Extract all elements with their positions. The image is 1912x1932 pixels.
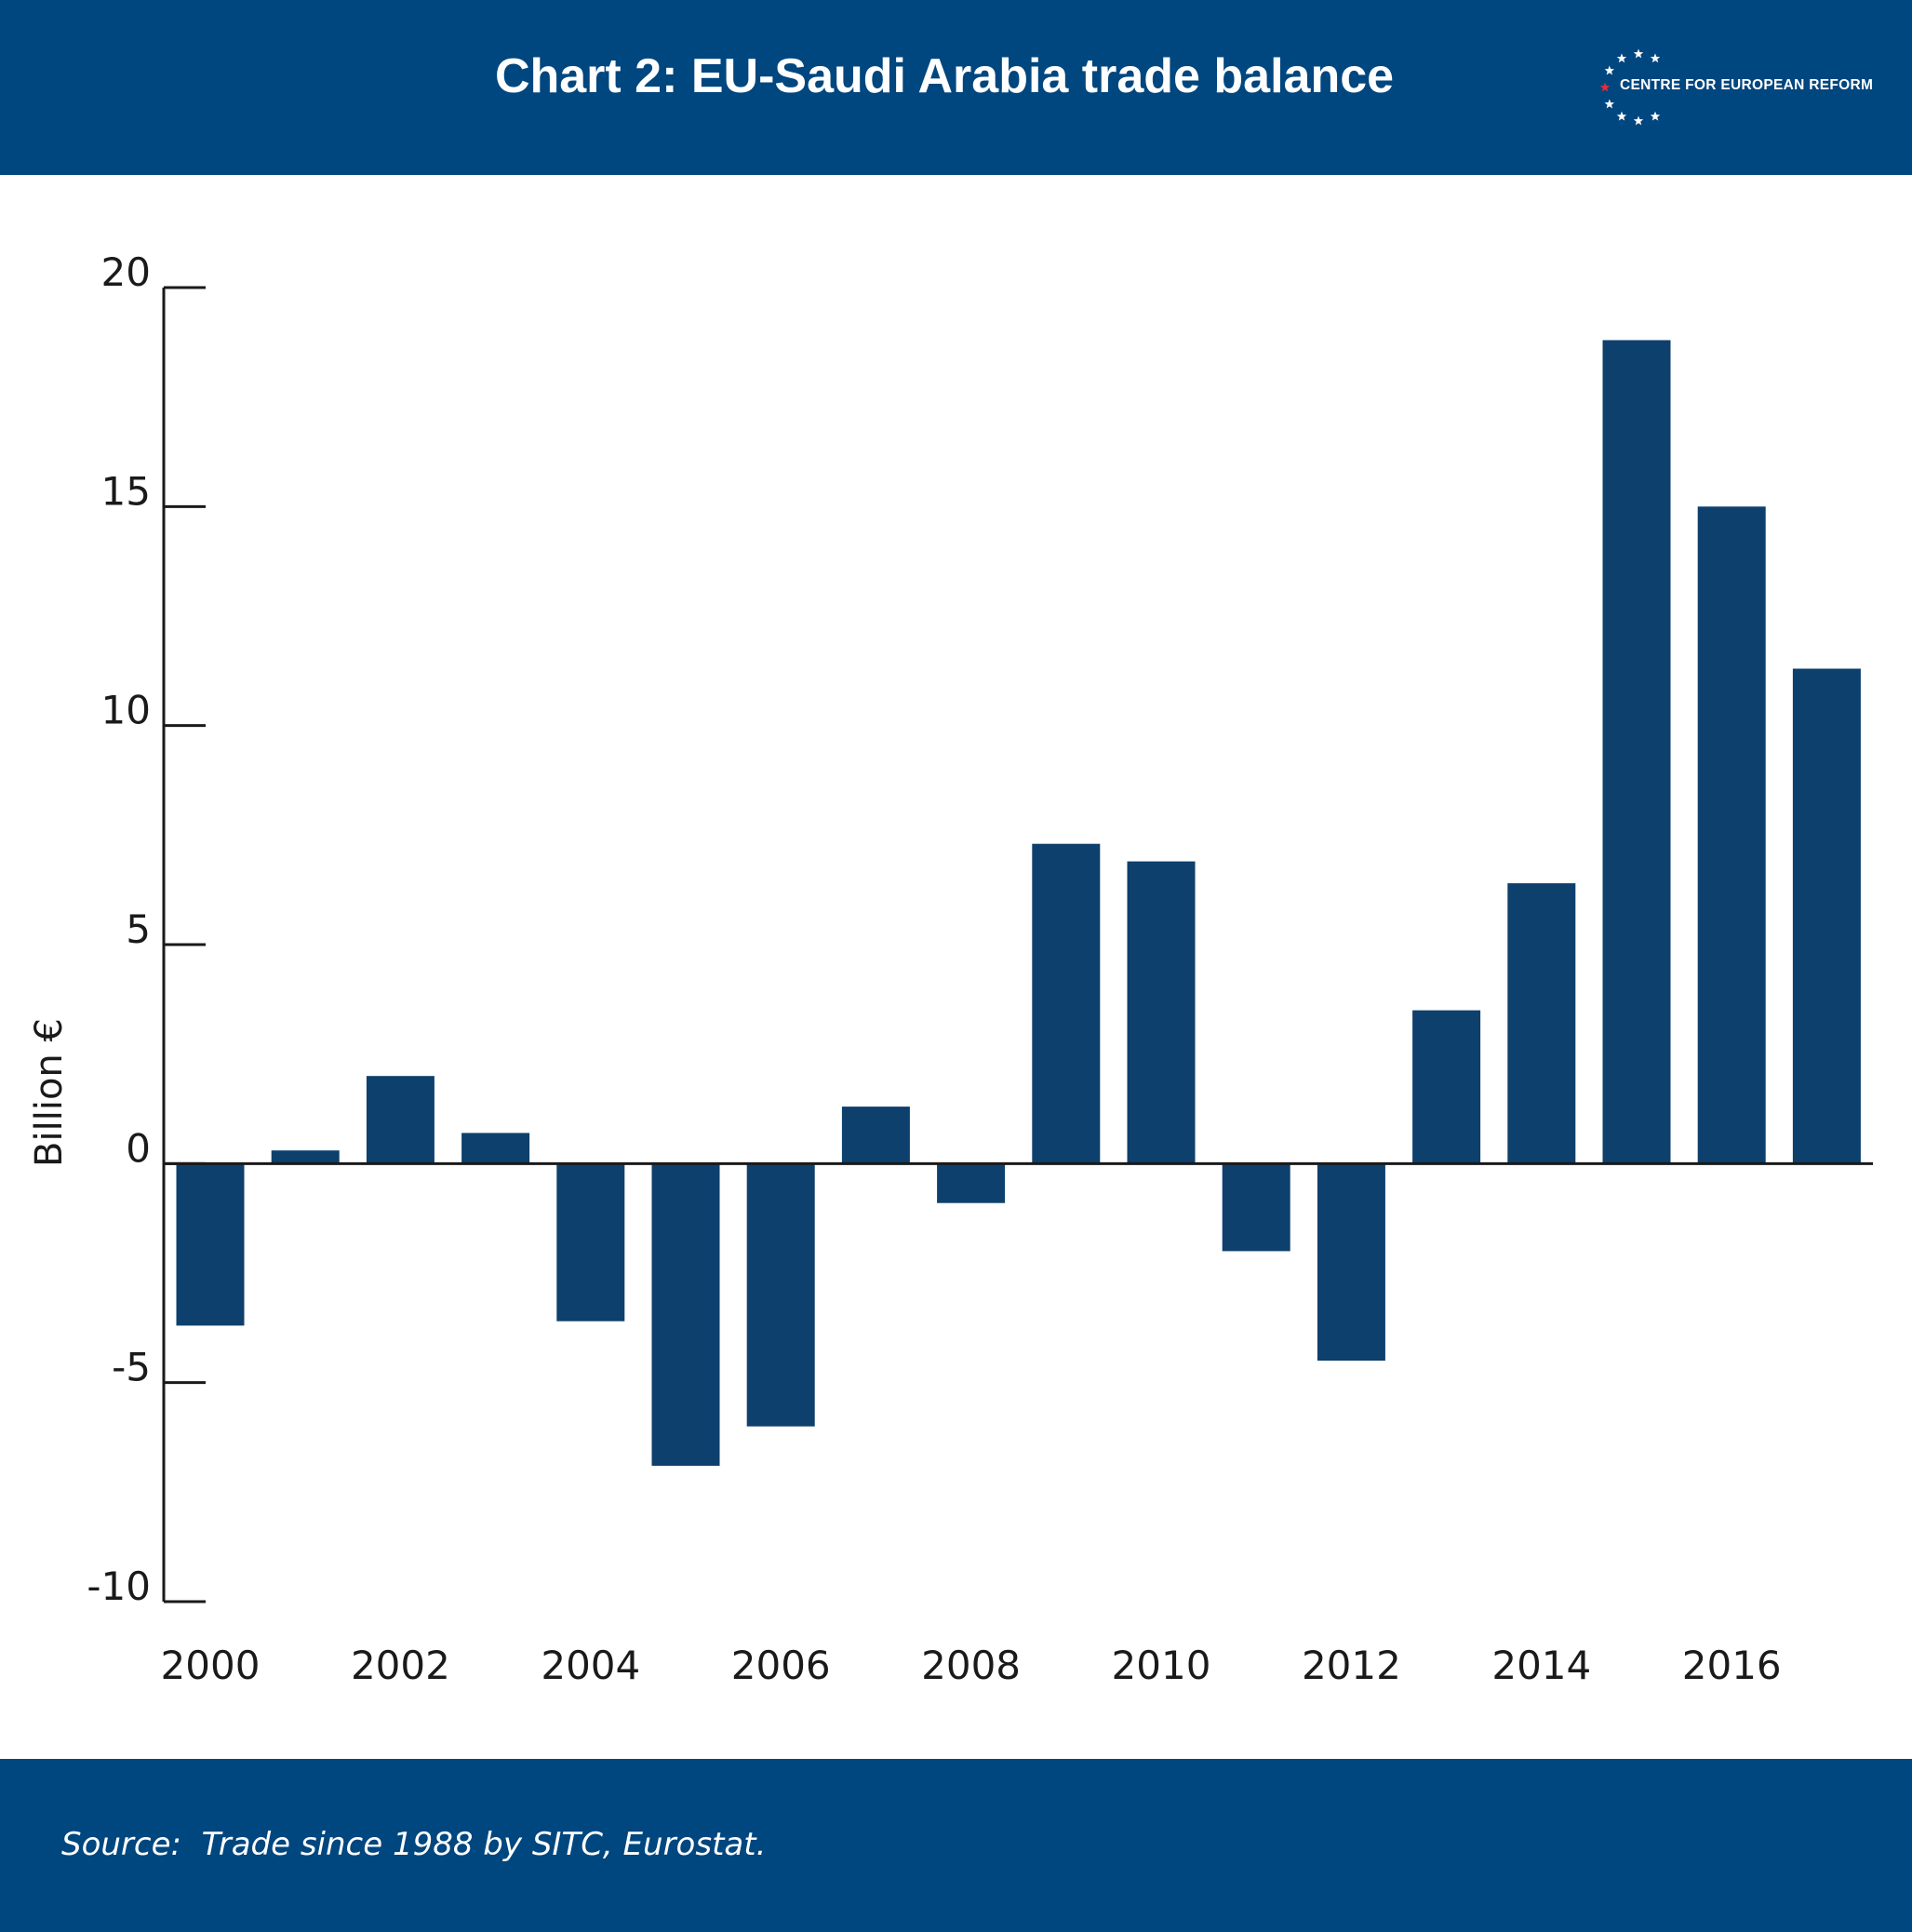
bar-2003 (461, 1133, 530, 1164)
y-axis-label: Billion € (28, 1018, 71, 1167)
source-note: Source: Trade since 1988 by SITC, Eurost… (61, 1826, 767, 1863)
bars-layer (176, 340, 1861, 1467)
x-tick-label: 2002 (351, 1643, 450, 1688)
chart-title: Chart 2: EU-Saudi Arabia trade balance (494, 49, 1395, 103)
x-ticks: 2000 2002 2004 2006 2008 2010 2012 2014 2016 (161, 1643, 1782, 1688)
y-tick-label: 20 (101, 249, 151, 295)
cer-logo (1599, 48, 1661, 126)
bar-2010 (1127, 861, 1196, 1164)
x-tick-label: 2000 (161, 1643, 261, 1688)
logo-star-icon (1650, 111, 1661, 121)
bar-2001 (271, 1150, 340, 1164)
bar-2017 (1792, 668, 1861, 1164)
y-tick-label: 0 (126, 1125, 151, 1171)
bar-2005 (651, 1163, 720, 1467)
bar-2015 (1602, 340, 1671, 1164)
logo-stars-icon (1599, 48, 1661, 126)
logo-star-icon (1599, 82, 1611, 92)
x-tick-label: 2014 (1491, 1643, 1591, 1688)
y-ticks: -10 -5 0 5 10 15 20 (87, 249, 206, 1609)
logo-star-icon (1616, 53, 1627, 63)
bar-2014 (1507, 883, 1576, 1164)
logo-star-icon (1633, 48, 1644, 59)
x-tick-label: 2006 (731, 1643, 831, 1688)
logo-star-icon (1650, 53, 1661, 63)
x-tick-label: 2012 (1302, 1643, 1401, 1688)
bar-2004 (556, 1163, 625, 1322)
y-tick-label: 15 (101, 468, 151, 514)
x-tick-label: 2004 (541, 1643, 640, 1688)
x-tick-label: 2010 (1112, 1643, 1211, 1688)
bar-2012 (1317, 1163, 1385, 1362)
bar-2009 (1032, 843, 1101, 1164)
logo-star-icon (1616, 111, 1627, 121)
y-tick-label: -5 (112, 1345, 151, 1390)
bar-2002 (366, 1076, 435, 1164)
bar-2013 (1412, 1010, 1481, 1164)
footer-band (0, 1759, 1912, 1932)
logo-star-icon (1633, 115, 1644, 126)
logo-text: CENTRE FOR EUROPEAN REFORM (1620, 77, 1874, 93)
bar-2008 (937, 1163, 1006, 1203)
header-band: Chart 2: EU-Saudi Arabia trade balance (0, 0, 1912, 175)
y-tick-label: 10 (101, 688, 151, 733)
bar-2007 (841, 1107, 910, 1164)
logo-star-icon (1604, 65, 1615, 75)
x-tick-label: 2008 (921, 1643, 1021, 1688)
bar-2000 (176, 1163, 245, 1326)
bar-2016 (1697, 506, 1766, 1164)
y-tick-label: -10 (87, 1563, 151, 1609)
x-tick-label: 2016 (1682, 1643, 1782, 1688)
bar-2006 (746, 1163, 815, 1427)
y-tick-label: 5 (126, 906, 151, 952)
bar-2011 (1222, 1163, 1290, 1252)
logo-star-icon (1604, 99, 1615, 109)
